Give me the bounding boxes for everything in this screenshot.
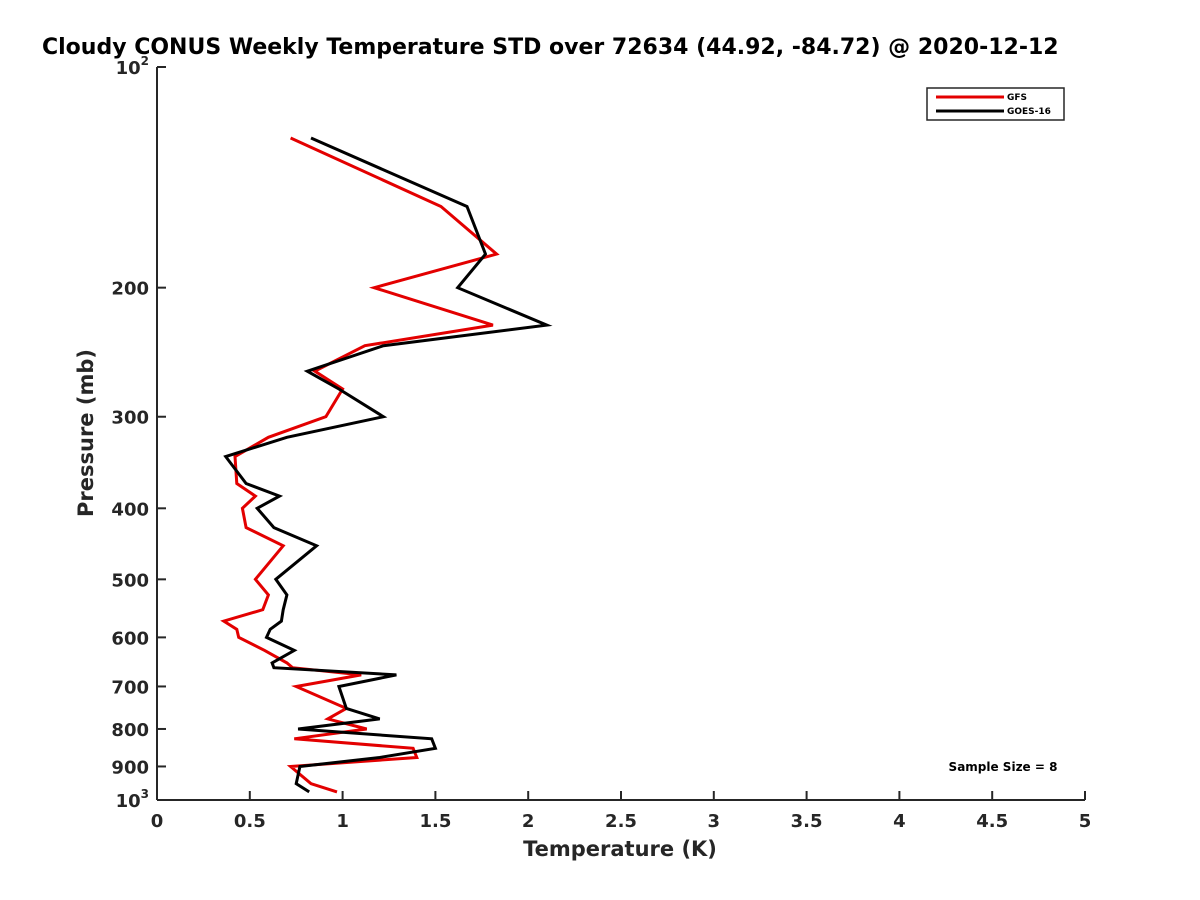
x-tick-label: 0.5	[234, 811, 266, 832]
y-tick-label: 300	[111, 408, 149, 429]
x-tick-label: 3.5	[791, 811, 823, 832]
x-tick-label: 2	[522, 811, 535, 832]
x-tick-label: 5	[1079, 811, 1092, 832]
series-layer	[220, 136, 553, 794]
sample-size-annotation: Sample Size = 8	[949, 760, 1058, 774]
x-tick-label: 1.5	[419, 811, 451, 832]
y-tick-label: 400	[111, 499, 149, 520]
x-tick-label: 4	[893, 811, 906, 832]
plot-background	[157, 67, 1085, 800]
chart-title: Cloudy CONUS Weekly Temperature STD over…	[42, 35, 1059, 60]
legend-entry-label: GFS	[1007, 93, 1027, 103]
legend: GFS GOES-16	[926, 87, 1065, 121]
x-tick-label: 0	[151, 811, 164, 832]
y-tick-label: 102	[116, 54, 149, 79]
x-tick-label: 1	[336, 811, 349, 832]
y-tick-label: 200	[111, 279, 149, 300]
y-tick-label: 103	[116, 787, 149, 812]
y-axis-label: Pressure (mb)	[74, 349, 98, 517]
x-tick-label: 2.5	[605, 811, 637, 832]
legend-entry-label: GOES-16	[1007, 107, 1051, 117]
y-tick-label: 500	[111, 570, 149, 591]
y-tick-label: 800	[111, 720, 149, 741]
plot-area	[157, 67, 1085, 800]
legend-box	[926, 87, 1065, 121]
series-line-goes-16	[223, 136, 553, 794]
y-tick-label: 700	[111, 677, 149, 698]
x-tick-label: 4.5	[976, 811, 1008, 832]
x-tick-label: 3	[708, 811, 721, 832]
y-tick-label: 900	[111, 757, 149, 778]
x-axis: 0 0.5 1 1.5 2 2.5 3 3.5 4 4.5 5	[151, 791, 1092, 832]
y-axis: 102 200 300 400 500 600 700 800 900 103	[111, 54, 166, 812]
y-tick-label: 600	[111, 628, 149, 649]
x-axis-label: Temperature (K)	[523, 837, 717, 861]
